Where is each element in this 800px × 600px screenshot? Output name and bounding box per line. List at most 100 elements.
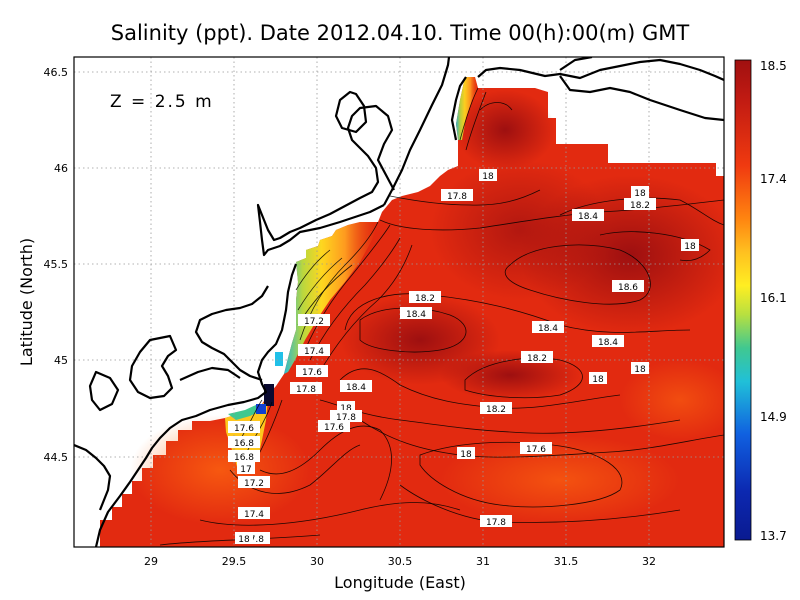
coastline-romania [74, 443, 112, 511]
coastline-crimea-east [477, 58, 724, 82]
contour-label-box [592, 335, 624, 347]
contour-label-text: 18 [340, 404, 352, 414]
coastline-lagoon [128, 334, 178, 400]
x-tick-label: 30 [310, 555, 324, 568]
x-tick-label: 30.5 [388, 555, 413, 568]
contour-label: 18.2 [409, 291, 441, 304]
high-salinity-core-mid [430, 160, 610, 300]
contour-label-text: 18 [684, 242, 696, 252]
contour-label: 18 [457, 447, 475, 460]
contour-label-text: 17.8 [244, 535, 264, 545]
contour-label: 18.2 [624, 198, 656, 211]
coastlines [74, 57, 724, 547]
y-tick-label: 44.5 [44, 451, 69, 464]
contour-label-box [235, 532, 253, 544]
danube-mouth-block [264, 384, 274, 406]
contour-label-text: 17.8 [486, 518, 506, 528]
contour-label-box [532, 321, 564, 333]
contour-label-box [228, 436, 260, 448]
colorbar-tick-label: 18.5 [760, 59, 787, 73]
contour-label: 18.2 [521, 351, 553, 364]
contour-label-text: 18 [238, 535, 250, 545]
contour-label-box [520, 442, 552, 454]
y-axis: 44.5 45 45.5 46 46.5 Latitude (North) [17, 66, 68, 464]
contour-label-text: 18.2 [486, 405, 506, 415]
contour-label: 18 [589, 372, 607, 385]
contour-label-text: 18.2 [630, 201, 650, 211]
contour-label-text: 18.4 [406, 310, 426, 320]
colorbar-tick-label: 13.7 [760, 529, 787, 543]
contour-label: 17.2 [298, 314, 330, 327]
coastal-cyan-cell [275, 352, 283, 366]
contour-label: 17.6 [520, 442, 552, 455]
contour-label: 18 [479, 169, 497, 182]
coastline-liman [334, 90, 368, 134]
contour-label-box [409, 291, 441, 303]
contour-label-box [479, 169, 497, 181]
y-axis-title: Latitude (North) [17, 238, 36, 366]
contour-label-text: 18.6 [618, 283, 638, 293]
contour-label: 18.4 [532, 321, 564, 334]
contour-label-box [441, 189, 473, 201]
x-tick-label: 32 [642, 555, 656, 568]
contour-label-box [631, 186, 649, 198]
contour-label-text: 17.2 [244, 479, 264, 489]
x-tick-label: 29.5 [222, 555, 247, 568]
contour-label: 18.2 [480, 402, 512, 415]
contour-label: 18 [631, 362, 649, 375]
contour-label-box [589, 372, 607, 384]
colorbar-tick-label: 14.9 [760, 410, 787, 424]
contour-label-text: 17.4 [304, 347, 324, 357]
contour-label-text: 18.2 [415, 294, 435, 304]
contour-label: 17 [237, 462, 255, 475]
contour-label-text: 17.8 [447, 192, 467, 202]
contour-label-box [400, 307, 432, 319]
coastline-inland-river [179, 366, 241, 382]
contour-label: 16.8 [228, 436, 260, 449]
freshwater-front [284, 222, 378, 374]
contour-label-box [290, 382, 322, 394]
contour-label-box [612, 280, 644, 292]
contour-label-text: 18.4 [346, 383, 366, 393]
contour-label-text: 18 [634, 365, 646, 375]
contour-label: 16.8 [228, 450, 260, 463]
coastline-kerch [559, 75, 724, 122]
colorbar-tick-label: 16.1 [760, 291, 787, 305]
x-tick-label: 31 [476, 555, 490, 568]
contour-label: 17.2 [238, 476, 270, 489]
x-axis-title: Longitude (East) [334, 573, 466, 592]
contour-label: 17.8 [330, 410, 362, 423]
contour-label: 17.8 [480, 515, 512, 528]
y-tick-label: 45 [54, 354, 68, 367]
contour-label-box [681, 239, 699, 251]
x-tick-label: 31.5 [554, 555, 579, 568]
contour-label-text: 17.6 [234, 424, 254, 434]
contour-label-text: 18 [634, 189, 646, 199]
danube-mouth-blue [256, 404, 266, 414]
contour-label-text: 18 [592, 375, 604, 385]
contour-label: 18 [631, 186, 649, 199]
coastline-razelm [88, 370, 120, 412]
contour-label-box [238, 476, 270, 488]
contour-label-text: 18.4 [598, 338, 618, 348]
colorbar: 18.5 17.4 16.1 14.9 13.7 [734, 59, 787, 543]
contour-label-box [631, 362, 649, 374]
contour-label-text: 17.2 [304, 317, 324, 327]
y-tick-label: 46 [54, 162, 68, 175]
contour-label-text: 16.8 [234, 439, 254, 449]
contour-label: 18.4 [340, 380, 372, 393]
contour-label-box [298, 344, 330, 356]
coastline-west [256, 104, 395, 257]
figure-title: Salinity (ppt). Date 2012.04.10. Time 00… [111, 21, 690, 45]
y-tick-label: 45.5 [44, 258, 69, 271]
contour-label-box [457, 447, 475, 459]
freshwater-front-north [456, 77, 478, 140]
coastline-danube-delta [194, 285, 269, 382]
grid-lines [74, 57, 724, 547]
contour-label-text: 17.6 [302, 368, 322, 378]
contour-label-text: 17.8 [336, 413, 356, 423]
contour-label: 18.6 [612, 280, 644, 293]
contour-label: 18.4 [400, 307, 432, 320]
